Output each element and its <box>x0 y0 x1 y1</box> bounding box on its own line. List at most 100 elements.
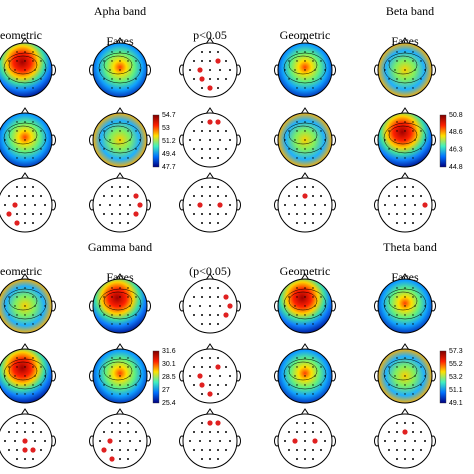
column-label: (p<0.05) <box>189 264 231 278</box>
colorbar <box>152 350 160 404</box>
electrode <box>119 78 121 80</box>
electrode <box>304 51 306 53</box>
electrode <box>24 431 26 433</box>
electrode <box>14 69 16 71</box>
electrode <box>111 213 113 215</box>
nose <box>400 343 410 351</box>
electrode <box>296 449 298 451</box>
contour <box>103 55 133 75</box>
electrode <box>420 366 422 368</box>
electrode <box>288 195 290 197</box>
electrode <box>201 87 203 89</box>
electrode <box>209 51 211 53</box>
electrode <box>296 287 298 289</box>
electrode <box>24 366 26 368</box>
electrode <box>103 148 105 150</box>
electrode <box>229 69 231 71</box>
electrode <box>404 393 406 395</box>
colorbar-tick-label: 46.3 <box>449 147 463 154</box>
electrode <box>312 449 314 451</box>
electrode <box>16 195 18 197</box>
nose <box>20 37 30 45</box>
electrode <box>217 157 219 159</box>
contour <box>103 361 133 381</box>
topomap <box>0 172 56 233</box>
column-label: Geometric <box>280 264 331 278</box>
electrode <box>404 449 406 451</box>
electrode <box>296 148 298 150</box>
electrode <box>24 87 26 89</box>
electrode <box>111 51 113 53</box>
electrode <box>296 393 298 395</box>
electrode <box>193 296 195 298</box>
electrode <box>296 458 298 460</box>
electrode <box>296 78 298 80</box>
electrode <box>320 195 322 197</box>
electrode <box>111 148 113 150</box>
electrode <box>296 87 298 89</box>
electrode <box>296 296 298 298</box>
electrode <box>404 195 406 197</box>
electrode <box>111 121 113 123</box>
electrode <box>119 375 121 377</box>
electrode <box>304 366 306 368</box>
electrode <box>129 375 131 377</box>
electrode <box>201 186 203 188</box>
topomap <box>274 273 336 334</box>
electrode <box>284 440 286 442</box>
electrode <box>8 130 10 132</box>
electrode <box>32 287 34 289</box>
electrode <box>111 87 113 89</box>
electrode <box>40 148 42 150</box>
electrode <box>24 357 26 359</box>
electrode <box>44 305 46 307</box>
electrode <box>193 130 195 132</box>
electrode <box>16 121 18 123</box>
electrode <box>404 314 406 316</box>
electrode <box>109 69 111 71</box>
topomap <box>89 37 151 98</box>
electrode <box>32 130 34 132</box>
electrode <box>16 157 18 159</box>
electrode <box>304 296 306 298</box>
column-label: p<0.05 <box>193 28 227 42</box>
electrode <box>40 296 42 298</box>
colorbar-tick-label: 31.6 <box>162 348 176 355</box>
electrode <box>404 323 406 325</box>
electrode <box>384 69 386 71</box>
electrode <box>24 213 26 215</box>
electrode <box>219 69 221 71</box>
electrode <box>412 195 414 197</box>
electrode <box>396 384 398 386</box>
electrode <box>396 296 398 298</box>
electrode <box>396 148 398 150</box>
electrode <box>14 139 16 141</box>
electrode <box>304 222 306 224</box>
colorbar-tick-label: 50.8 <box>449 112 463 119</box>
electrode <box>217 393 219 395</box>
electrode <box>119 148 121 150</box>
electrode <box>111 449 113 451</box>
electrode <box>404 222 406 224</box>
electrode <box>412 393 414 395</box>
electrode <box>111 384 113 386</box>
electrode <box>312 431 314 433</box>
electrode <box>420 431 422 433</box>
contour <box>388 291 418 311</box>
electrode <box>217 87 219 89</box>
electrode <box>109 204 111 206</box>
nose <box>20 273 30 281</box>
colorbar-tick-label: 27 <box>162 387 170 394</box>
nose <box>115 107 125 115</box>
electrode <box>16 449 18 451</box>
electrode <box>296 186 298 188</box>
contour <box>3 52 47 84</box>
electrode <box>129 204 131 206</box>
electrode <box>111 323 113 325</box>
column-label: eometric <box>0 264 42 278</box>
electrode <box>4 440 6 442</box>
electrode <box>103 213 105 215</box>
electrode <box>296 314 298 316</box>
electrode <box>294 139 296 141</box>
electrode <box>396 431 398 433</box>
